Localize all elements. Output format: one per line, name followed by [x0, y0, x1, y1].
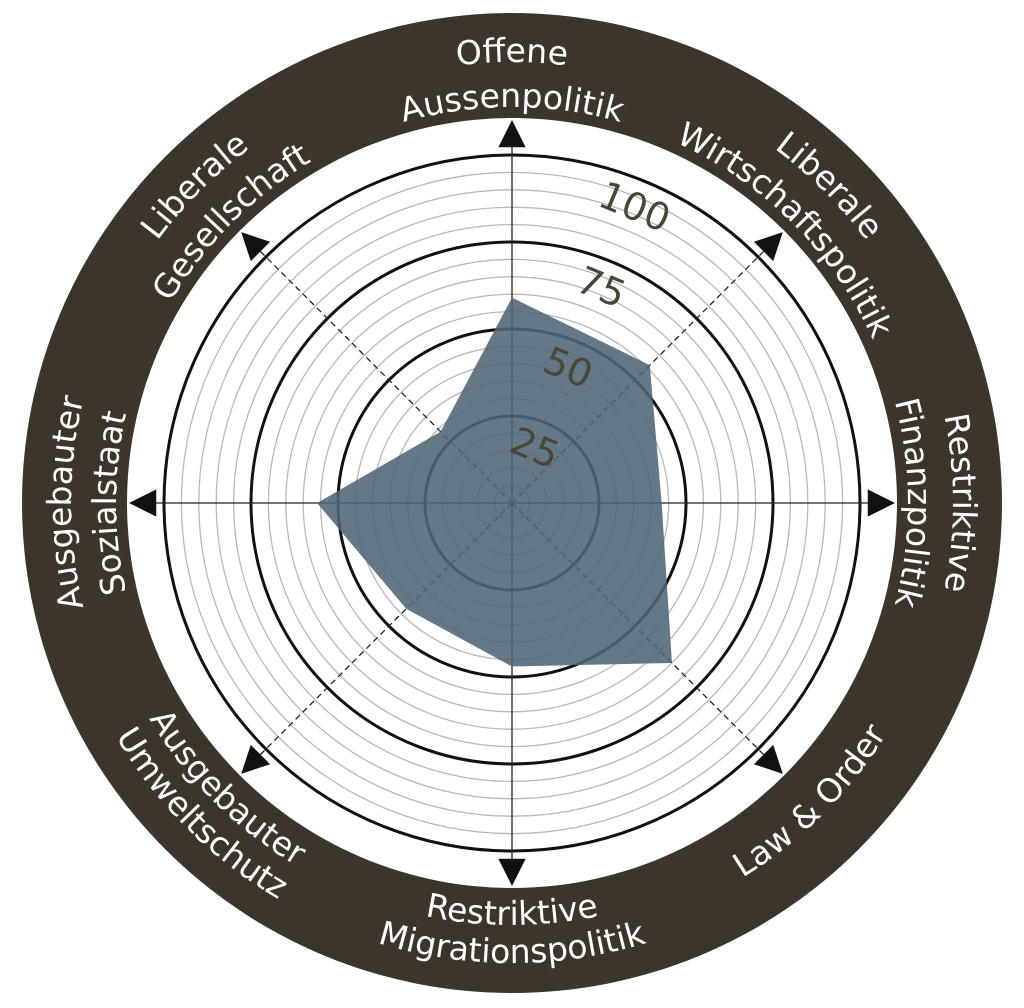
axis-arrow [498, 120, 526, 148]
axis-arrow [753, 232, 783, 262]
axis-arrow [241, 232, 271, 262]
axis-arrow [498, 858, 526, 886]
axis-arrow [241, 744, 271, 774]
axis-arrow [867, 489, 895, 517]
axis-arrow [753, 744, 783, 774]
radar-area [317, 297, 672, 667]
category-label-line: Offene [454, 31, 570, 73]
axis-arrow [129, 489, 157, 517]
category-label: Offene [454, 31, 570, 73]
